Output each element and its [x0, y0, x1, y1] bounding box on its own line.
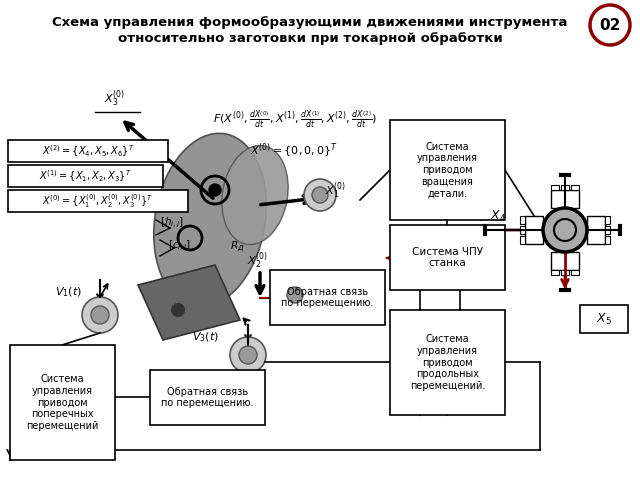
- Text: 02: 02: [599, 17, 621, 33]
- Text: $X^{(1)} = \{X_1, X_2, X_3\}^T$: $X^{(1)} = \{X_1, X_2, X_3\}^T$: [39, 168, 132, 184]
- Bar: [520, 236, 525, 244]
- Circle shape: [554, 219, 576, 241]
- Circle shape: [209, 184, 221, 196]
- Text: относительно заготовки при токарной обработки: относительно заготовки при токарной обра…: [118, 32, 502, 45]
- Text: Система
управления
приводом
поперечных
перемещений: Система управления приводом поперечных п…: [26, 374, 99, 431]
- Bar: [605, 236, 610, 244]
- Bar: [10, 345, 115, 460]
- Text: Система
управления
приводом
вращения
детали.: Система управления приводом вращения дет…: [417, 142, 478, 198]
- Circle shape: [312, 187, 328, 203]
- Bar: [551, 252, 579, 270]
- Circle shape: [171, 303, 185, 317]
- Bar: [390, 310, 505, 415]
- Bar: [390, 225, 505, 290]
- Bar: [580, 305, 628, 333]
- Circle shape: [543, 208, 587, 252]
- Circle shape: [91, 306, 109, 324]
- Bar: [561, 270, 569, 275]
- Bar: [8, 190, 188, 212]
- Text: $X^{(2)} = \{X_4, X_5, X_6\}^T$: $X^{(2)} = \{X_4, X_5, X_6\}^T$: [42, 143, 134, 159]
- Circle shape: [279, 279, 311, 311]
- Circle shape: [230, 337, 266, 373]
- Bar: [270, 270, 385, 325]
- Bar: [551, 185, 559, 190]
- Text: $V_1(t)$: $V_1(t)$: [55, 285, 82, 299]
- Text: $X_3^{(0)}$: $X_3^{(0)}$: [104, 89, 125, 109]
- Circle shape: [287, 287, 303, 303]
- Bar: [390, 120, 505, 220]
- Bar: [571, 185, 579, 190]
- Bar: [605, 216, 610, 224]
- Text: Обратная связь
по перемещению.: Обратная связь по перемещению.: [161, 387, 253, 408]
- Text: $X_2^{(0)}$: $X_2^{(0)}$: [247, 251, 268, 271]
- Ellipse shape: [222, 145, 288, 245]
- Circle shape: [239, 346, 257, 364]
- Bar: [520, 216, 525, 224]
- Bar: [8, 140, 168, 162]
- Bar: [551, 270, 559, 275]
- Text: Схема управления формообразующими движениями инструмента: Схема управления формообразующими движен…: [52, 16, 568, 29]
- Text: $X_4$: $X_4$: [490, 209, 506, 224]
- Text: $V_3(t)$: $V_3(t)$: [192, 330, 219, 344]
- Bar: [587, 216, 605, 244]
- Bar: [520, 226, 525, 234]
- Text: $X_1^{(0)}$: $X_1^{(0)}$: [325, 180, 346, 202]
- Circle shape: [304, 179, 336, 211]
- Bar: [525, 216, 543, 244]
- Polygon shape: [138, 265, 240, 340]
- Bar: [150, 370, 265, 425]
- Bar: [571, 270, 579, 275]
- Text: Система
управления
приводом
продольных
перемещений.: Система управления приводом продольных п…: [410, 334, 485, 391]
- Text: $X^{(0)} = \{0,0,0\}^T$: $X^{(0)} = \{0,0,0\}^T$: [250, 142, 338, 160]
- Bar: [605, 226, 610, 234]
- Text: $R_Д$: $R_Д$: [230, 239, 244, 253]
- Text: $X^{(0)} = \{X_1^{(0)},X_2^{(0)},X_3^{(0)}\}^T$: $X^{(0)} = \{X_1^{(0)},X_2^{(0)},X_3^{(0…: [42, 192, 154, 210]
- Text: $[h_{i,j}]$: $[h_{i,j}]$: [160, 216, 184, 230]
- Text: Обратная связь
по перемещению.: Обратная связь по перемещению.: [281, 287, 374, 308]
- Text: $X_5$: $X_5$: [596, 312, 612, 326]
- Text: Система ЧПУ
станка: Система ЧПУ станка: [412, 247, 483, 268]
- Text: $[c_{i,j}]$: $[c_{i,j}]$: [168, 239, 191, 253]
- Ellipse shape: [154, 133, 266, 307]
- Bar: [561, 185, 569, 190]
- Text: $F(X^{(0)}, \frac{dX^{(0)}}{dt}, X^{(1)}, \frac{dX^{(1)}}{dt}, X^{(2)}, \frac{dX: $F(X^{(0)}, \frac{dX^{(0)}}{dt}, X^{(1)}…: [213, 110, 377, 130]
- Bar: [551, 190, 579, 208]
- Bar: [8, 165, 163, 187]
- Circle shape: [82, 297, 118, 333]
